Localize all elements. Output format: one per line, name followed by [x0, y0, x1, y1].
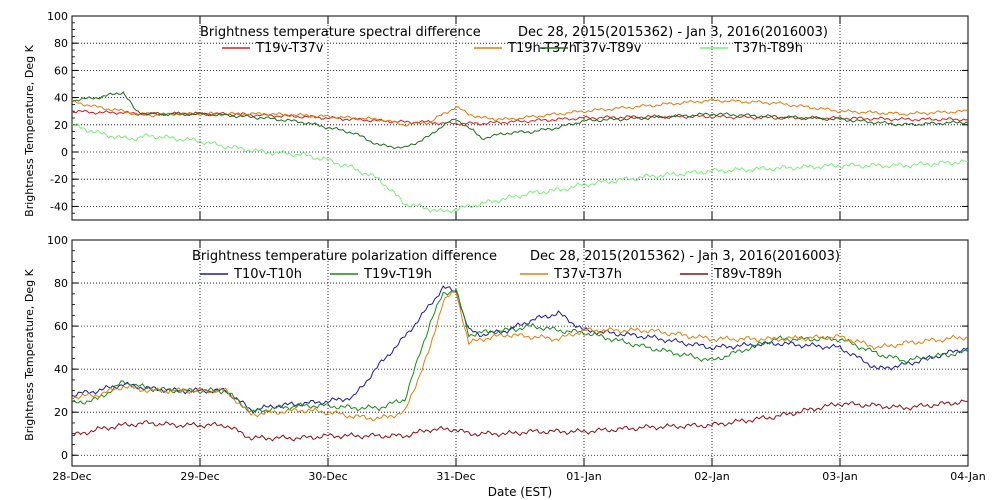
- polarization-y-ticks: 0 20 40 60 80 100: [47, 234, 968, 462]
- spectral-date-range: Dec 28, 2015(2015362) - Jan 3, 2016(2016…: [518, 25, 828, 40]
- polarization-series-t19v-t19h: [71, 288, 969, 413]
- polarization-panel: 0 20 40 60 80 100 Brightness temperature pola…: [23, 234, 986, 499]
- spectral-y-tick-label: 60: [54, 64, 68, 77]
- spectral-legend-label: T19v-T37v: [255, 41, 324, 56]
- x-tick-label: 02-Jan: [694, 470, 730, 483]
- polarization-legend: T10v-T10h T19v-T19h T37v-T37h T89v-T89h: [200, 267, 782, 282]
- polarization-plot-frame: [71, 239, 969, 467]
- spectral-series-lines: [71, 91, 969, 214]
- polarization-date-range: Dec 28, 2015(2015362) - Jan 3, 2016(2016…: [530, 249, 840, 264]
- spectral-legend-label: T37h-T89h: [733, 41, 803, 56]
- spectral-series-t19h-t37h: [71, 97, 969, 127]
- polarization-chart-title: Brightness temperature polarization diff…: [192, 249, 497, 264]
- x-tick-label: 03-Jan: [822, 470, 858, 483]
- spectral-y-tick-label: -40: [50, 200, 68, 213]
- spectral-legend-label: T37v-T89v: [573, 41, 642, 56]
- polarization-series-t89v-t89h: [71, 399, 968, 442]
- x-tick-label: 31-Dec: [436, 470, 475, 483]
- polarization-y-tick-label: 60: [54, 320, 68, 333]
- spectral-y-tick-label: -20: [50, 173, 68, 186]
- spectral-y-tick-label: 80: [54, 37, 68, 50]
- polarization-legend-label: T10v-T10h: [233, 267, 302, 282]
- polarization-series-t10v-t10h: [71, 285, 969, 414]
- polarization-y-tick-label: 0: [61, 449, 68, 462]
- spectral-series-t37v-t89v: [71, 91, 969, 150]
- spectral-series-t19v-t37v: [71, 109, 969, 126]
- polarization-gridlines: [71, 240, 969, 466]
- spectral-y-tick-label: 100: [47, 10, 68, 23]
- polarization-legend-label: T19v-T19h: [363, 267, 432, 282]
- polarization-y-tick-label: 100: [47, 234, 68, 247]
- polarization-y-tick-label: 80: [54, 277, 68, 290]
- x-tick-label: 28-Dec: [52, 470, 91, 483]
- spectral-chart-title: Brightness temperature spectral differen…: [200, 25, 481, 40]
- polarization-y-axis-label: Brightness Temperature, Deg K: [23, 268, 36, 440]
- polarization-legend-label: T89v-T89h: [713, 267, 782, 282]
- x-tick-label: 01-Jan: [566, 470, 602, 483]
- polarization-legend-label: T37v-T37h: [553, 267, 622, 282]
- polarization-y-tick-label: 20: [54, 406, 68, 419]
- spectral-y-axis-label: Brightness Temperature, Deg K: [23, 44, 36, 216]
- spectral-y-tick-label: 40: [54, 92, 68, 105]
- spectral-y-ticks: -40 -20 0 20 40 60 80 100: [47, 10, 968, 214]
- polarization-y-tick-label: 40: [54, 363, 68, 376]
- x-axis-tick-labels: 28-Dec 29-Dec 30-Dec 31-Dec 01-Jan 02-Jan 03-J…: [52, 470, 985, 483]
- polarization-series-lines: [71, 285, 969, 442]
- x-tick-label: 04-Jan: [950, 470, 986, 483]
- x-tick-label: 30-Dec: [308, 470, 347, 483]
- spectral-series-t37h-t89h: [71, 123, 969, 214]
- spectral-panel: -40 -20 0 20 40 60 80 100 Brightness temperatur…: [23, 10, 969, 221]
- x-axis-label: Date (EST): [488, 485, 552, 499]
- spectral-y-tick-label: 0: [61, 146, 68, 159]
- spectral-y-tick-label: 20: [54, 119, 68, 132]
- polarization-series-t37v-t37h: [71, 290, 969, 422]
- x-tick-label: 29-Dec: [180, 470, 219, 483]
